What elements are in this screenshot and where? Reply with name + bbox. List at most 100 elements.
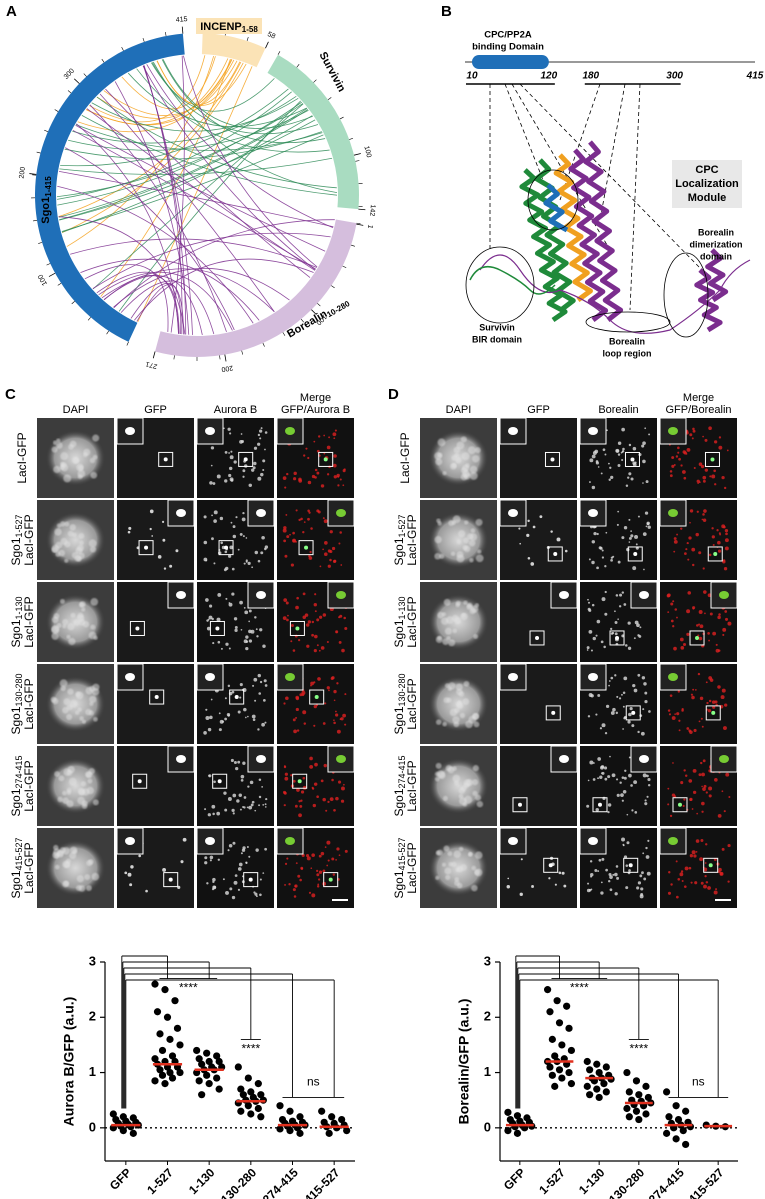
signal-dot <box>681 880 684 883</box>
chromatin-dot <box>467 533 474 540</box>
signal-dot <box>242 512 245 515</box>
row-tag: LacI-GFP <box>405 842 419 893</box>
signal-dot <box>617 441 622 445</box>
signal-dot <box>616 695 619 698</box>
signal-dot <box>296 596 299 600</box>
signal-dot <box>610 711 615 715</box>
chromatin-dot <box>77 796 86 805</box>
signal-dot <box>138 854 142 858</box>
signal-dot <box>699 624 704 629</box>
chromatin-dot <box>71 552 79 559</box>
chromatin-dot <box>467 446 476 455</box>
inset-locus <box>508 837 518 845</box>
chord <box>96 96 337 189</box>
significance: **** <box>570 981 589 995</box>
signal-dot <box>621 837 626 842</box>
signal-dot <box>708 426 712 431</box>
signal-dot <box>642 852 645 855</box>
signal-dot <box>531 885 534 888</box>
panel-label: C <box>5 386 16 403</box>
arc-minor-tick <box>101 58 105 63</box>
chromatin-dot <box>92 799 99 806</box>
signal-dot <box>228 647 231 650</box>
signal-dot <box>245 635 249 639</box>
inset-locus <box>668 673 678 681</box>
signal-dot <box>213 519 217 523</box>
signal-dot <box>669 814 673 818</box>
signal-dot <box>621 427 625 432</box>
chromatin-dot <box>89 546 97 553</box>
y-tick-label: 0 <box>89 1119 96 1134</box>
signal-dot <box>636 886 640 890</box>
data-point <box>665 1113 673 1121</box>
chromatin-dot <box>446 616 454 625</box>
signal-dot <box>242 475 245 478</box>
signal-dot <box>180 860 184 864</box>
signal-dot <box>669 470 673 473</box>
signal-dot <box>230 521 233 524</box>
segment-range: 1-415 <box>44 176 53 197</box>
signal-dot <box>589 481 591 483</box>
signal-dot <box>641 444 645 448</box>
locus-dot <box>708 863 713 868</box>
signal-dot <box>303 454 306 457</box>
chord <box>84 264 169 332</box>
signal-dot <box>216 474 221 479</box>
signal-dot <box>305 854 310 858</box>
inset-locus <box>205 427 215 435</box>
signal-dot <box>242 761 246 765</box>
signal-dot <box>218 728 222 732</box>
signal-dot <box>209 481 213 485</box>
chromatin-dot <box>460 864 467 871</box>
chord <box>57 185 254 324</box>
signal-dot <box>257 728 260 731</box>
chromatin-dot <box>76 556 82 562</box>
data-point <box>318 1107 326 1115</box>
signal-dot <box>673 539 678 544</box>
signal-dot <box>237 760 241 764</box>
signal-dot <box>220 541 224 545</box>
chromatin-dot <box>73 457 80 464</box>
arc-tick <box>181 26 184 34</box>
signal-dot <box>316 449 320 453</box>
locus-dot <box>517 802 522 807</box>
arc-minor-tick <box>44 129 48 132</box>
signal-dot <box>322 869 326 873</box>
residue-label: 415 <box>746 71 764 82</box>
signal-dot <box>285 601 289 605</box>
significance: ns <box>692 1075 705 1089</box>
signal-dot <box>721 688 726 693</box>
signal-dot <box>308 554 311 558</box>
data-point <box>338 1115 346 1124</box>
signal-dot <box>640 887 644 891</box>
chromatin-dot <box>53 844 59 851</box>
signal-dot <box>679 872 684 877</box>
signal-dot <box>300 799 303 802</box>
segment-name: Sgo1 <box>40 197 52 224</box>
inset-locus <box>508 673 518 681</box>
incenp-label-bg <box>196 18 262 34</box>
arc-tick-label: 100 <box>37 273 49 287</box>
chord <box>162 59 313 129</box>
data-point <box>551 1052 559 1060</box>
signal-dot <box>699 696 704 701</box>
chromatin-dot <box>435 719 442 725</box>
signal-dot <box>642 459 646 464</box>
signal-dot <box>248 609 252 613</box>
locus-dot <box>234 695 239 700</box>
chromatin-dot <box>92 454 98 460</box>
row-label: Sgo11-527 <box>9 514 24 565</box>
segment-label: Sgo11-415 <box>40 176 53 224</box>
chromatin-dot <box>67 530 74 537</box>
signal-dot <box>245 716 247 719</box>
signal-dot <box>342 713 346 718</box>
chromatin-dot <box>90 624 96 630</box>
chromatin-dot <box>453 446 461 454</box>
arc-minor-tick <box>282 332 286 336</box>
chromatin-dot <box>458 846 464 852</box>
signal-dot <box>587 779 590 782</box>
signal-dot <box>610 475 614 479</box>
chromatin-dot <box>466 604 473 611</box>
segment-label: INCENP1-58 <box>200 21 258 34</box>
signal-dot <box>334 710 337 713</box>
